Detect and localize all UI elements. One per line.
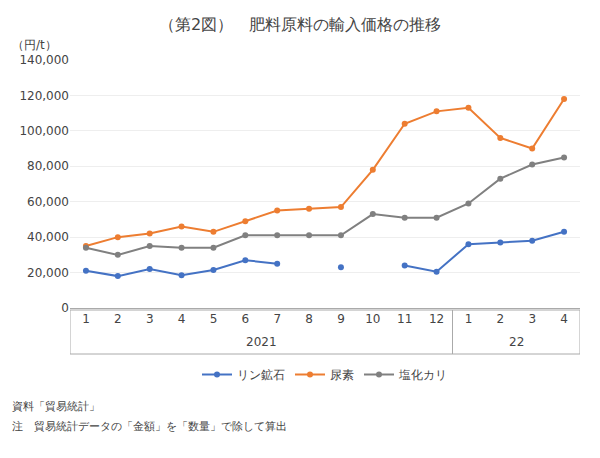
svg-text:11: 11	[397, 312, 412, 326]
svg-text:6: 6	[241, 312, 249, 326]
svg-text:0: 0	[61, 301, 69, 315]
svg-text:40,000: 40,000	[27, 230, 69, 244]
svg-text:5: 5	[210, 312, 218, 326]
svg-text:8: 8	[305, 312, 313, 326]
svg-text:（円/t）: （円/t）	[12, 38, 57, 52]
svg-text:（第2図） 肥料原料の輸入価格の推移: （第2図） 肥料原料の輸入価格の推移	[159, 15, 441, 34]
svg-text:1: 1	[82, 312, 90, 326]
svg-text:リン鉱石: リン鉱石	[237, 368, 285, 382]
svg-text:12: 12	[429, 312, 444, 326]
svg-text:資料「貿易統計」: 資料「貿易統計」	[12, 400, 100, 413]
svg-text:22: 22	[509, 335, 524, 349]
svg-text:尿素: 尿素	[330, 368, 354, 382]
svg-text:9: 9	[337, 312, 345, 326]
svg-text:10: 10	[365, 312, 380, 326]
svg-text:20,000: 20,000	[27, 266, 69, 280]
svg-text:注 貿易統計データの「金額」を「数量」で除して算出: 注 貿易統計データの「金額」を「数量」で除して算出	[12, 420, 287, 433]
svg-text:1: 1	[465, 312, 473, 326]
svg-text:2: 2	[114, 312, 122, 326]
svg-text:3: 3	[146, 312, 154, 326]
svg-text:4: 4	[560, 312, 568, 326]
svg-text:80,000: 80,000	[27, 159, 69, 173]
svg-text:4: 4	[178, 312, 186, 326]
svg-text:3: 3	[528, 312, 536, 326]
svg-text:2021: 2021	[246, 335, 277, 349]
svg-text:140,000: 140,000	[19, 53, 69, 67]
svg-text:2: 2	[496, 312, 504, 326]
svg-text:100,000: 100,000	[19, 124, 69, 138]
svg-text:塩化カリ: 塩化カリ	[398, 368, 447, 382]
svg-text:7: 7	[273, 312, 281, 326]
svg-text:120,000: 120,000	[19, 89, 69, 103]
svg-text:60,000: 60,000	[27, 195, 69, 209]
